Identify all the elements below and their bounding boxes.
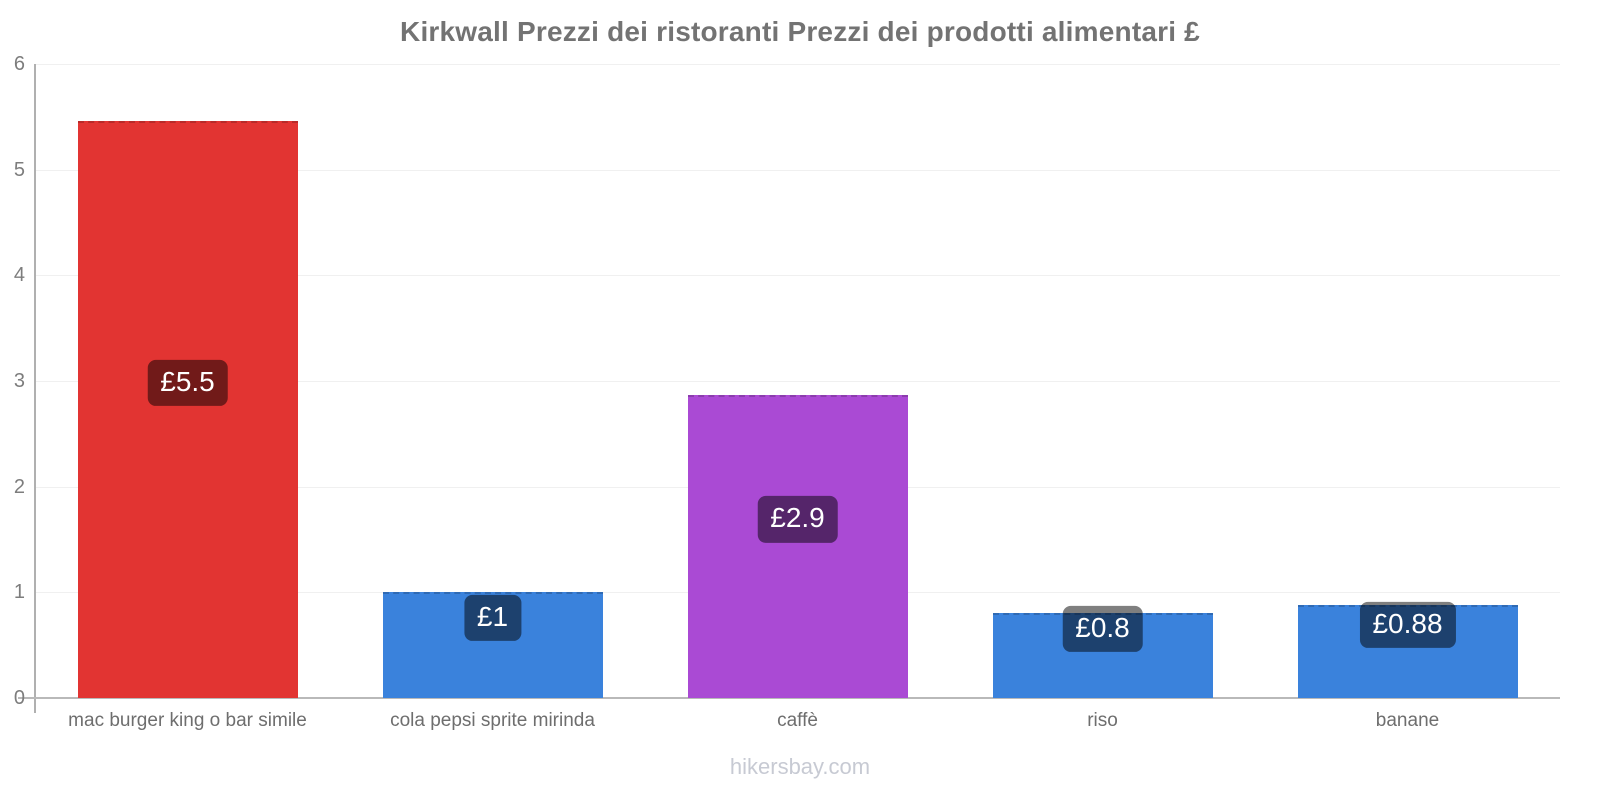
bar-value-badge: £2.9 xyxy=(757,496,838,543)
bar-banane[interactable]: £0.88 xyxy=(1297,601,1518,698)
y-tick-label: 4 xyxy=(13,264,25,287)
gridline xyxy=(35,275,1560,277)
y-axis-line xyxy=(34,64,36,713)
bar-slot: £2.9 xyxy=(645,64,950,698)
gridline xyxy=(35,169,1560,171)
y-tick-label: 2 xyxy=(13,475,25,498)
bar-caffè[interactable]: £2.9 xyxy=(687,394,908,698)
gridline xyxy=(35,381,1560,382)
plot-area: £5.5 £1 £2.9 £0.8 £0.88 0 1 2 3 4 5 6 xyxy=(14,54,1560,713)
bar-value-badge: £0.88 xyxy=(1359,601,1456,648)
y-tick-label: 6 xyxy=(13,53,25,75)
bar-value-badge: £1 xyxy=(463,595,522,642)
bar-cola-pepsi-sprite-mirinda[interactable]: £1 xyxy=(382,592,603,698)
chart-title: Kirkwall Prezzi dei ristoranti Prezzi de… xyxy=(400,16,1200,47)
x-axis-category-label: mac burger king o bar simile xyxy=(68,710,307,731)
bar-slot: £0.8 xyxy=(950,64,1255,698)
bar-slot: £5.5 xyxy=(35,64,340,698)
y-tick-label: 5 xyxy=(13,158,25,181)
y-tick-label: 1 xyxy=(13,581,25,604)
x-axis-category-label: riso xyxy=(1087,710,1118,731)
x-axis-labels: mac burger king o bar simile cola pepsi s… xyxy=(35,710,1560,732)
bar-riso[interactable]: £0.8 xyxy=(992,605,1213,698)
footer-watermark-link[interactable]: hikersbay.com xyxy=(729,754,871,779)
bar-value-badge: £5.5 xyxy=(147,359,228,406)
x-axis-category-label: cola pepsi sprite mirinda xyxy=(390,710,595,731)
y-tick-label: 3 xyxy=(13,370,25,392)
x-axis-category-label: caffè xyxy=(777,710,818,731)
x-axis-baseline xyxy=(35,697,1560,699)
y-tick-label: 0 xyxy=(13,687,25,709)
bar-slot: £0.88 xyxy=(1255,64,1560,698)
x-axis-category-label: banane xyxy=(1375,710,1440,731)
bar-mac-burger-king-o-bar-simile[interactable]: £5.5 xyxy=(77,121,298,698)
bar-slot: £1 xyxy=(340,64,645,698)
y-axis-zero-tick xyxy=(18,697,35,699)
gridline xyxy=(35,64,1560,65)
bar-value-badge: £0.8 xyxy=(1062,605,1143,652)
bar-group: £5.5 £1 £2.9 £0.8 £0.88 xyxy=(35,64,1560,698)
